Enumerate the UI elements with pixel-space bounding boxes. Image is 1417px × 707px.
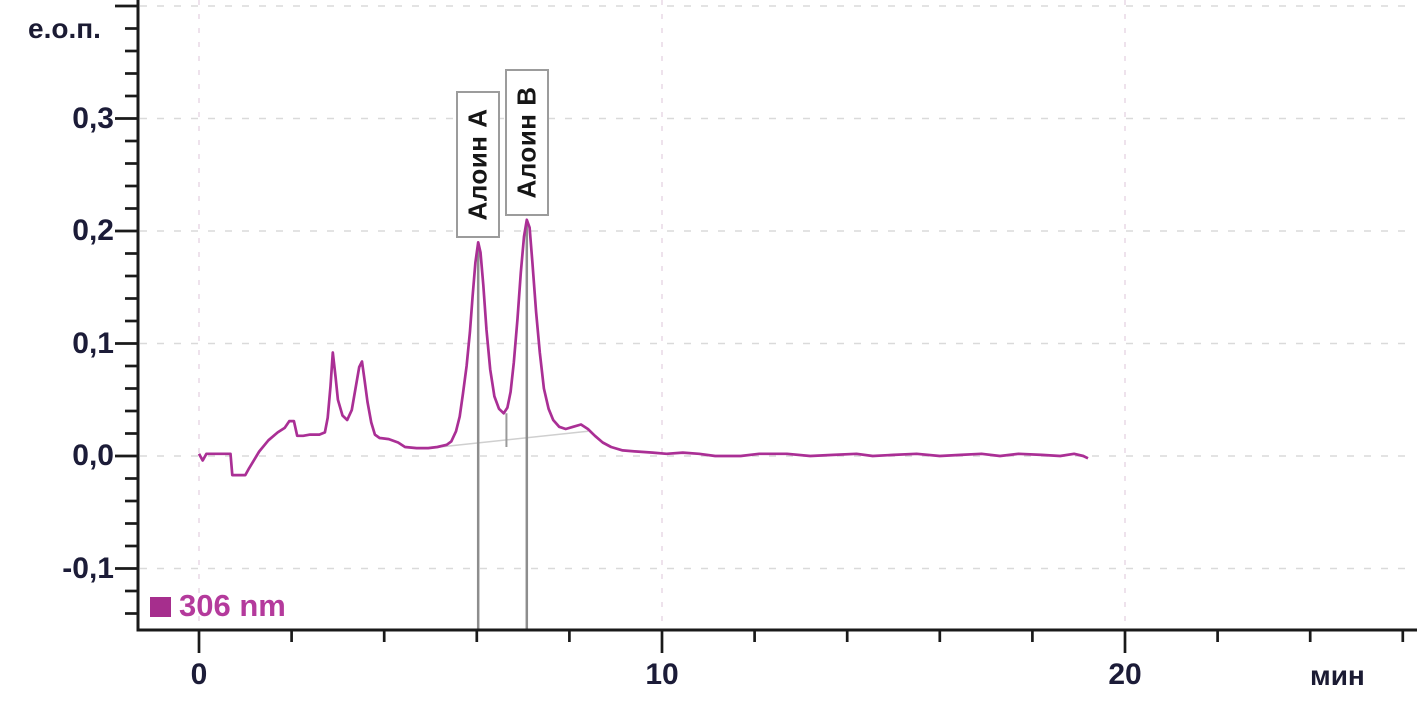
integration-baseline bbox=[439, 430, 588, 448]
peak-label-aloin-a-text: Алоин А bbox=[462, 108, 493, 221]
peak-label-aloin-b-text: Алоин В bbox=[511, 86, 542, 199]
y-axis-title: е.о.п. bbox=[28, 13, 101, 44]
peak-label-aloin-b: Алоин В bbox=[504, 68, 549, 216]
x-tick-label: 10 bbox=[645, 658, 679, 691]
legend: 306 nm bbox=[150, 588, 286, 624]
peak-label-aloin-a: Алоин А bbox=[456, 91, 501, 239]
y-tick-label: -0,1 bbox=[62, 551, 114, 585]
y-tick-label: 0,0 bbox=[72, 439, 114, 472]
x-tick-label: 0 bbox=[190, 658, 208, 691]
y-tick-label: 0,3 bbox=[72, 101, 114, 135]
legend-label: 306 nm bbox=[179, 588, 286, 623]
legend-swatch-icon bbox=[150, 597, 171, 617]
y-tick-label: 0,2 bbox=[72, 214, 114, 247]
x-axis-title: мин bbox=[1310, 660, 1365, 691]
chromatogram-trace bbox=[197, 218, 1089, 477]
y-tick-label: 0,1 bbox=[72, 326, 114, 360]
x-tick-label: 20 bbox=[1108, 658, 1142, 691]
